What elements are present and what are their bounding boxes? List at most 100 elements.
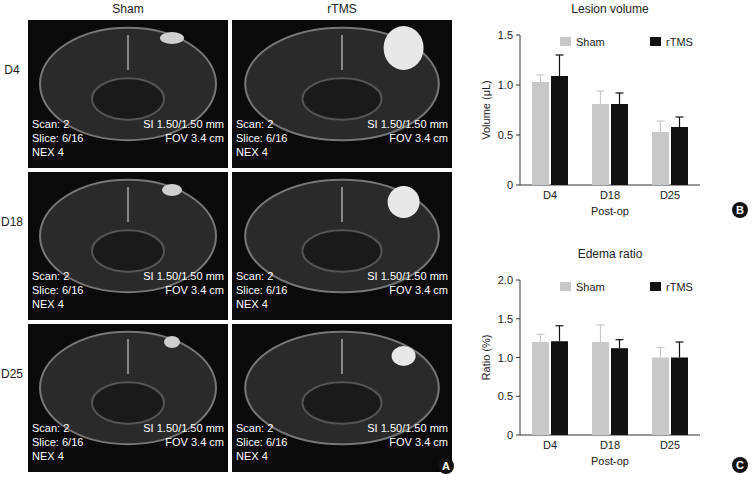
bar — [611, 348, 628, 435]
legend: ShamrTMS — [560, 36, 693, 48]
overlay-text: NEX 4 — [32, 298, 64, 310]
overlay-text: Scan: 2 — [32, 118, 69, 130]
y-tick — [516, 280, 520, 281]
title: Lesion volume — [571, 2, 649, 16]
error-cap — [657, 120, 665, 121]
y-tick — [516, 435, 520, 436]
bar — [652, 132, 669, 185]
lesion — [388, 186, 420, 218]
y-tick-label: 1.0 — [498, 352, 513, 364]
brainstem — [302, 78, 381, 119]
error-line — [679, 117, 680, 127]
x-tick-label: D25 — [660, 189, 680, 201]
y-tick-label: 0.5 — [498, 390, 513, 402]
panel-letter: A — [442, 460, 450, 472]
overlay-text: Slice: 6/16 — [236, 436, 287, 448]
error-cap — [537, 334, 545, 335]
bar — [671, 127, 688, 185]
error-cap — [556, 54, 564, 55]
overlay-text: Scan: 2 — [236, 422, 273, 434]
x-tick-label: D18 — [600, 189, 620, 201]
error-bar — [657, 347, 665, 357]
brainstem — [302, 230, 381, 271]
legend-swatch — [560, 37, 571, 46]
error-bar — [537, 334, 545, 342]
plot-marks — [532, 55, 688, 185]
panel-badge — [732, 202, 748, 218]
error-cap — [676, 341, 684, 342]
overlay-text: NEX 4 — [236, 298, 268, 310]
y-tick — [516, 396, 520, 397]
overlay-text: NEX 4 — [236, 450, 268, 462]
overlay-text: Scan: 2 — [32, 270, 69, 282]
overlay-text: Scan: 2 — [236, 270, 273, 282]
bar — [551, 76, 568, 185]
mri-image: Scan: 2SI 1.50/1.50 mmSlice: 6/16FOV 3.4… — [28, 324, 228, 472]
overlay-text: Scan: 2 — [236, 118, 273, 130]
y-axis-label: Ratio (%) — [480, 335, 492, 381]
midline — [127, 35, 129, 70]
y-tick-label: 0 — [507, 429, 513, 441]
error-cap — [556, 325, 564, 326]
midline — [127, 187, 129, 222]
y-tick — [516, 135, 520, 136]
panel-a: Sham rTMS D4 Scan: 2SI 1.50/1.50 mmSlice: 6… — [1, 2, 454, 474]
lesion — [384, 26, 424, 70]
error-bar — [616, 93, 624, 104]
error-cap — [537, 74, 545, 75]
legend-swatch — [650, 282, 661, 291]
x-tick-label: D18 — [600, 439, 620, 451]
error-line — [660, 121, 661, 132]
y-tick-label: 0 — [507, 179, 513, 191]
bar — [532, 82, 549, 185]
error-bar — [537, 75, 545, 82]
error-line — [619, 340, 620, 349]
error-cap — [676, 116, 684, 117]
brainstem — [302, 382, 381, 423]
y-tick-label: 1.5 — [498, 29, 513, 41]
error-bar — [597, 325, 605, 342]
brainstem — [92, 382, 164, 423]
error-line — [660, 347, 661, 357]
error-cap — [597, 324, 605, 325]
legend-label: rTMS — [666, 281, 693, 293]
overlay-text: Slice: 6/16 — [236, 132, 287, 144]
overlay-text: FOV 3.4 cm — [165, 132, 224, 144]
overlay-text: NEX 4 — [32, 146, 64, 158]
image-bg — [232, 20, 452, 168]
error-bar — [597, 91, 605, 104]
row-label: D18 — [1, 215, 23, 229]
bar — [551, 341, 568, 435]
x-axis-label: Post-op — [591, 455, 629, 467]
midline — [341, 187, 343, 222]
x-tick-label: D4 — [543, 189, 557, 201]
column-label: rTMS — [327, 2, 356, 16]
figure: ShamrTMSD4Scan: 2SI 1.50/1.50 mmSlice: 6… — [0, 0, 752, 481]
chart: Edema ratio00.51.01.52.0Ratio (%)Post-op… — [480, 247, 748, 473]
midline — [127, 339, 129, 374]
overlay-text: Slice: 6/16 — [32, 284, 83, 296]
overlay-text: Scan: 2 — [32, 422, 69, 434]
bar — [532, 342, 549, 435]
overlay-text: FOV 3.4 cm — [165, 284, 224, 296]
chart: Lesion volume00.51.01.5Volume (μL)Post-o… — [480, 2, 748, 218]
row-label: D4 — [4, 63, 20, 77]
bar — [611, 104, 628, 185]
panel-letter: B — [736, 204, 744, 216]
x-axis-label: Post-op — [591, 205, 629, 217]
panel-letter: C — [736, 459, 744, 471]
error-cap — [616, 92, 624, 93]
mri-image: Scan: 2SI 1.50/1.50 mmSlice: 6/16FOV 3.4… — [232, 20, 452, 168]
panel-badge — [438, 458, 454, 474]
error-line — [540, 334, 541, 342]
column-label: Sham — [112, 2, 143, 16]
error-cap — [657, 347, 665, 348]
error-line — [559, 55, 560, 76]
y-tick — [516, 318, 520, 319]
title: Edema ratio — [578, 247, 643, 261]
error-line — [619, 93, 620, 104]
image-bg — [28, 20, 228, 168]
overlay-text: FOV 3.4 cm — [389, 132, 448, 144]
bar — [592, 104, 609, 185]
y-tick-label: 1.0 — [498, 79, 513, 91]
